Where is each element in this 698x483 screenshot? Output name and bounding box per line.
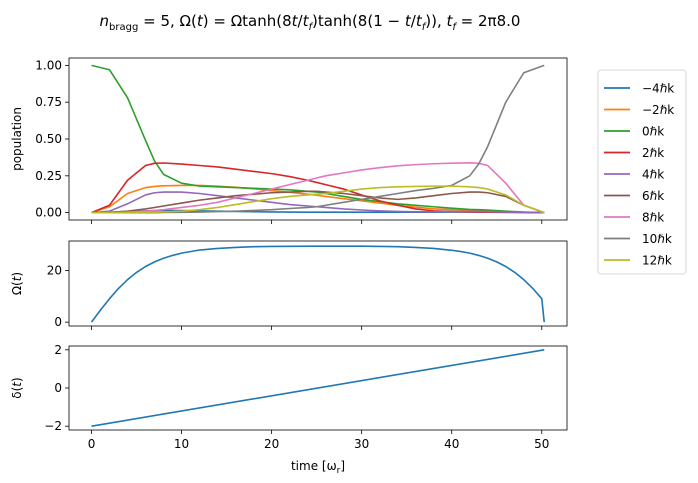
y-tick-label: 0 — [54, 315, 62, 329]
legend-label-2: 2ℏk — [642, 146, 664, 160]
chart-title: nbragg = 5, Ω(t) = Ωtanh(8t/tf)tanh(8(1 … — [100, 12, 521, 33]
population-panel: 0.00 0.25 0.50 0.75 1.00 population — [10, 57, 568, 224]
time-x-ticks: 0 10 20 30 40 50 — [88, 430, 549, 451]
series-line-0 — [91, 64, 545, 214]
omega-y-ticks: 0 20 — [47, 264, 543, 330]
legend-label-12: 12ℏk — [642, 254, 672, 268]
time-x-label: time [ωr] — [291, 459, 345, 476]
y-tick-label: 20 — [47, 264, 62, 278]
x-tick-label: 40 — [444, 437, 459, 451]
x-tick-label: 30 — [354, 437, 369, 451]
series-line-12 — [91, 185, 545, 214]
x-tick-label: 50 — [534, 437, 549, 451]
x-tick-label: 10 — [174, 437, 189, 451]
population-y-label: population — [10, 107, 24, 171]
series-line--2 — [91, 184, 545, 214]
legend-label-0: 0ℏk — [642, 125, 664, 139]
series-line-0 — [91, 349, 545, 427]
y-tick-label: 0.00 — [35, 206, 62, 220]
series-line-8 — [91, 162, 545, 214]
series-line-0 — [90, 245, 546, 323]
legend: −4ℏk −2ℏk 0ℏk 2ℏk 4ℏk 6ℏk 8ℏk 10ℏk 12ℏk — [597, 69, 687, 275]
y-tick-label: 0 — [54, 381, 62, 395]
omega-axes-frame — [68, 240, 568, 327]
y-tick-label: 0.25 — [35, 169, 62, 183]
omega-y-label: Ω(t) — [10, 272, 24, 295]
series-line-6 — [91, 190, 545, 214]
y-tick-label: 0.50 — [35, 132, 62, 146]
legend-label--2: −2ℏk — [642, 103, 674, 117]
omega-panel: 0 20 Ω(t) — [10, 240, 568, 330]
y-tick-label: 1.00 — [35, 58, 62, 72]
y-tick-label: 0.75 — [35, 95, 62, 109]
detuning-y-label: δ(t) — [10, 377, 24, 398]
x-tick-label: 0 — [88, 437, 96, 451]
legend-label-10: 10ℏk — [642, 232, 672, 246]
detuning-y-ticks: −2 0 2 — [44, 343, 69, 433]
legend-label-8: 8ℏk — [642, 211, 664, 225]
y-tick-label: 2 — [54, 343, 62, 357]
y-tick-label: −2 — [44, 419, 62, 433]
legend-label--4: −4ℏk — [642, 82, 674, 96]
legend-box — [597, 69, 687, 275]
detuning-panel: −2 0 2 0 10 20 30 40 50 δ(t) time [ωr] — [10, 343, 568, 476]
legend-label-6: 6ℏk — [642, 189, 664, 203]
series-line-10 — [91, 64, 545, 214]
legend-label-4: 4ℏk — [642, 168, 664, 182]
population-y-ticks: 0.00 0.25 0.50 0.75 1.00 — [35, 58, 543, 224]
x-tick-label: 20 — [264, 437, 279, 451]
